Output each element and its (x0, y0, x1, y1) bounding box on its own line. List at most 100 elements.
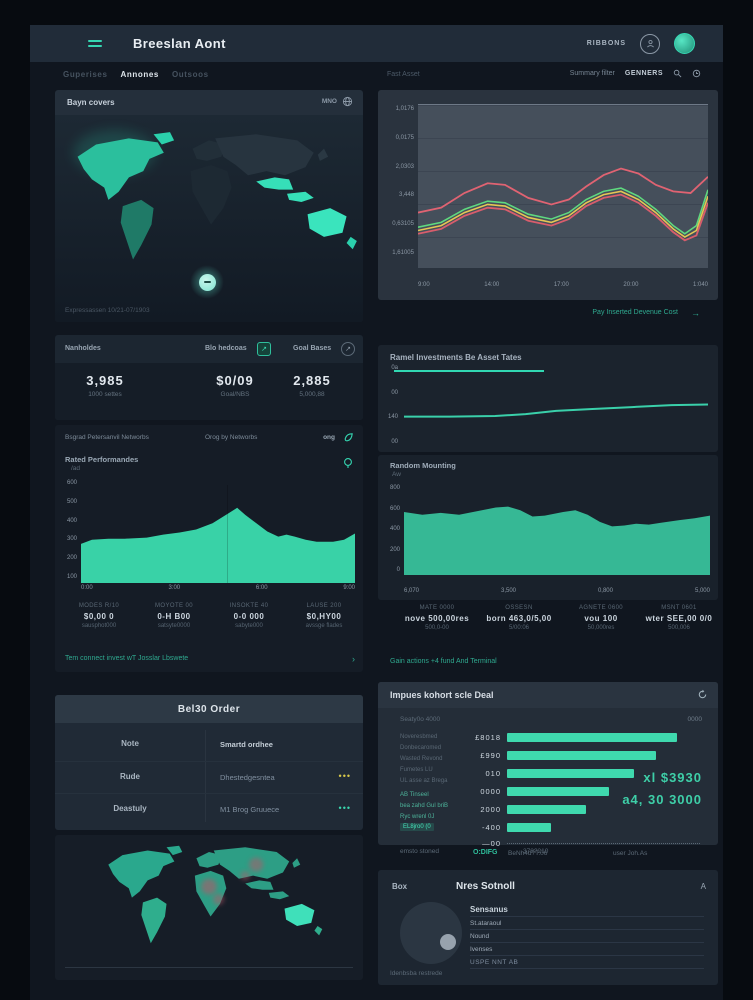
news-panel: Box Nres Sotnoll A Idenbsba restrede Sen… (378, 870, 718, 985)
bar-teal-line: bea zahd Gul briB (400, 803, 449, 809)
tab-guperises[interactable]: Guperises (63, 70, 108, 79)
bar-label: 0000 (480, 786, 501, 796)
map-menu-label[interactable]: MNO (321, 98, 337, 105)
area-link-arrow-icon[interactable]: › (352, 654, 355, 664)
bar-highlight-label[interactable]: EL8jro0 (0 (400, 823, 434, 831)
area-ytick: 100 (66, 573, 77, 580)
stat-3-sub: 5,000,88 (299, 391, 325, 398)
list-item[interactable]: Sensanus (470, 902, 704, 917)
bar-footer-teal[interactable]: O:DIFG (473, 849, 498, 856)
top-chart-ytick: 3,448 (398, 192, 414, 199)
top-chart-xtick: 1:040 (692, 282, 708, 288)
stat2-4-label: MSNT 0601 (661, 605, 697, 611)
stats2-link[interactable]: Gain actions +4 fund And Terminal (390, 658, 497, 665)
asset-line-panel: Ramel Investments Be Asset Tates 0a 00 140… (378, 345, 718, 452)
area-stat-4: LAUSE 200 $0,HY00 avssge flades (288, 603, 360, 629)
goal-icon[interactable]: ↗ (341, 342, 355, 356)
bar-row: £990 (453, 746, 700, 764)
stat-1-label: Nanholdes (65, 345, 101, 352)
user-icon[interactable] (640, 33, 660, 54)
bar (507, 732, 677, 742)
news-avatar (400, 902, 462, 964)
series-yellow (418, 191, 708, 237)
stat-2-value: $0/09 (216, 373, 254, 388)
bar (507, 804, 587, 814)
world-map-panel (55, 835, 363, 980)
stat2-3-label: AGNETE 0600 (578, 605, 624, 611)
stat2-1-sub: 500,0-00 (425, 625, 449, 631)
area-header-right[interactable]: ong (323, 434, 335, 441)
top-chart-ytick: 2,0303 (395, 163, 414, 170)
revenue-cost-link[interactable]: Pay Inserted Devenue Cost (592, 309, 678, 316)
stats-panel: Nanholdes Blo hedcoas ↗ Goal Bases ↗ 3,9… (55, 335, 363, 420)
network-area-chart (81, 480, 355, 583)
avatar[interactable] (674, 33, 695, 54)
bar (507, 750, 656, 760)
header-ribbon-label: RIBBONS (586, 40, 626, 47)
header-bar: Breeslan Aont RIBBONS (30, 25, 723, 62)
menu-icon[interactable] (88, 40, 102, 48)
area2-xtick: 0,800 (597, 588, 613, 594)
area-ytick: 600 (66, 480, 77, 486)
tab-outsoos[interactable]: Outsoos (171, 70, 209, 79)
summary-filter-label[interactable]: Summary filter (569, 70, 615, 77)
area-stat-2-sub: satsyte0000 (157, 623, 191, 629)
order-row-value: M1 Brog Gruuece (220, 805, 280, 814)
map-marker[interactable] (190, 265, 224, 299)
list-item[interactable]: Nound (470, 930, 704, 943)
link-arrow-icon[interactable]: → (691, 308, 700, 318)
area2-xtick: 5,000 (694, 588, 710, 594)
top-chart-ytick: 0,63105 (392, 221, 414, 228)
search-icon[interactable] (673, 69, 682, 78)
globe-icon[interactable] (342, 96, 353, 107)
bar-label: £990 (480, 750, 501, 760)
area-peak-line (227, 485, 229, 583)
area-ytick: 400 (66, 517, 77, 524)
area-stat-1-label: MODES R/10 (78, 603, 120, 609)
pin-icon[interactable] (342, 457, 354, 469)
map-hotspot (212, 893, 224, 905)
order-row-value: Smartd ordhee (220, 740, 273, 749)
area-xtick: 9:00 (343, 585, 355, 591)
area-header-mid: Orog by Networbs (205, 434, 258, 441)
area2-ytick: 400 (389, 526, 400, 532)
area2-yaxis: 800 600 400 200 0 (382, 485, 400, 573)
area-xtick: 0:00 (81, 585, 93, 591)
map-panel-title: Bayn covers (67, 98, 115, 107)
stats2-section: MATE 0000 nove 500,00res 500,0-00 OSSESN… (378, 600, 718, 680)
series-green (418, 188, 708, 234)
stat2-1: MATE 0000 nove 500,00res 500,0-00 (398, 605, 476, 631)
list-item[interactable]: Ivenses (470, 943, 704, 956)
table-row[interactable]: Rude Dhestedgesntea ••• (55, 761, 363, 794)
list-item[interactable]: USPE NNT AB (470, 956, 704, 969)
list-item[interactable]: St.ataraoul (470, 917, 704, 930)
refresh-icon[interactable] (697, 689, 708, 700)
area-xtick: 3:00 (168, 585, 181, 591)
table-row[interactable]: Deastuly M1 Brog Gruuece ••• (55, 793, 363, 826)
more-options-icon[interactable]: ••• (338, 803, 351, 813)
stat2-4-sub: 500,006 (668, 625, 690, 631)
tab-bar: Guperises Annones Outsoos (63, 70, 209, 79)
bar-row: 2000 (453, 800, 700, 818)
transfer-icon[interactable]: ↗ (257, 342, 271, 356)
table-row[interactable]: Note Smartd ordhee (55, 729, 363, 761)
bar (507, 822, 552, 832)
orders-divider (205, 730, 206, 822)
clock-icon[interactable] (692, 69, 701, 78)
news-side-label: Box (392, 882, 408, 891)
map-caption: Expressassen 10/21-07/1903 (65, 307, 150, 314)
mounting-area (404, 506, 710, 575)
genner-label[interactable]: GENNERS (624, 70, 663, 77)
area-xaxis: 0:00 3:00 6:00 9:00 (81, 585, 355, 591)
area-panel-link[interactable]: Tem connect invest wT Josslar Lbswete (65, 655, 189, 662)
news-corner-icon[interactable]: A (700, 882, 706, 891)
tab-annones[interactable]: Annones (120, 70, 159, 79)
news-title: Nres Sotnoll (456, 881, 515, 892)
more-options-icon[interactable]: ••• (338, 771, 351, 781)
area-stat-1-sub: sausphot000 (81, 623, 117, 629)
leaf-icon[interactable] (343, 432, 354, 443)
area2-ytick: 800 (389, 485, 400, 491)
baseline-label: —00 (482, 838, 501, 848)
stat-2-sub: Goal/NBS (220, 391, 250, 398)
baseline-axis (507, 842, 700, 844)
